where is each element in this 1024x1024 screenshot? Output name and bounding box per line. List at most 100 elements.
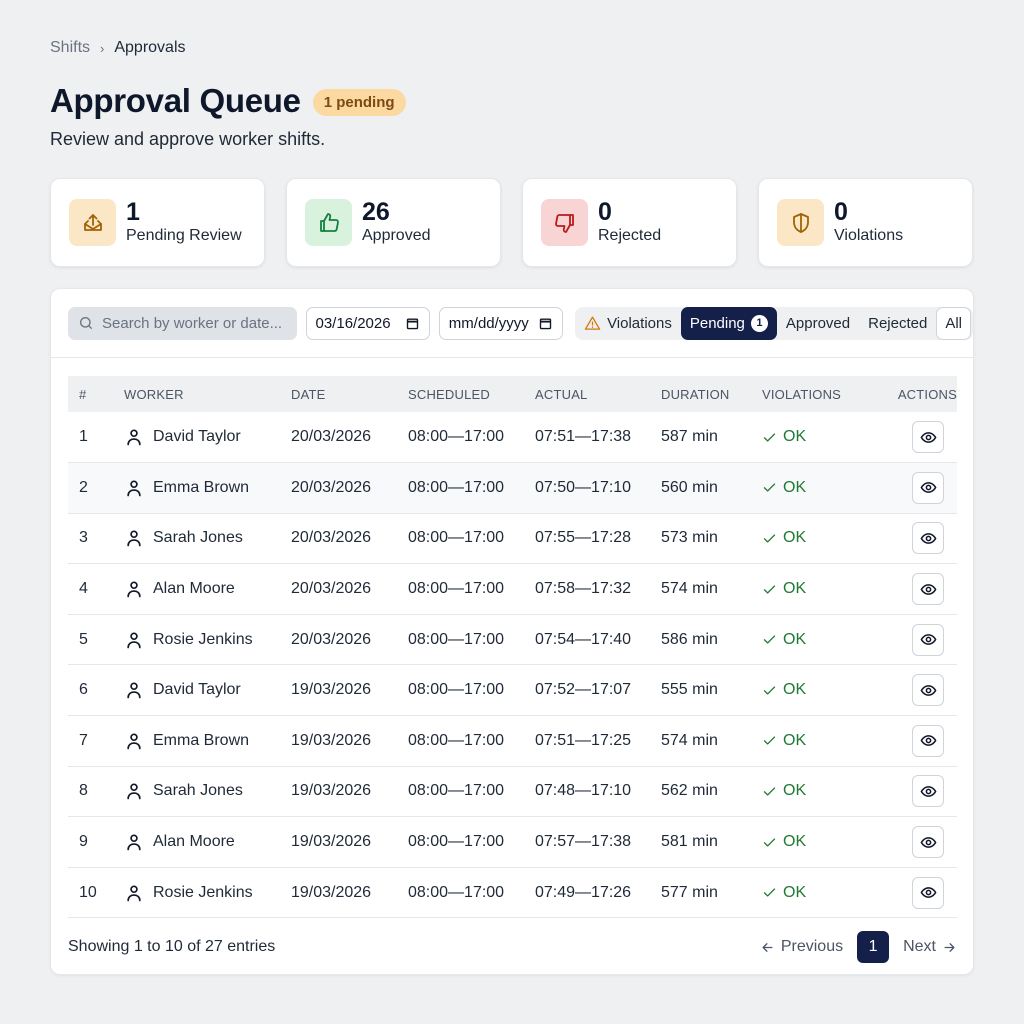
eye-icon — [920, 583, 936, 595]
col-worker[interactable]: WORKER — [124, 386, 184, 402]
scheduled-time: 08:00—17:00 — [408, 614, 535, 666]
view-shift-button[interactable] — [912, 826, 944, 859]
table-header-row: # WORKER DATE SCHEDULED ACTUAL DURATION … — [68, 376, 957, 412]
page-title: Approval Queue — [50, 82, 301, 119]
duration: 560 min — [661, 462, 762, 514]
filter-rejected-label: Rejected — [868, 314, 928, 332]
violation-status: OK — [762, 884, 872, 902]
view-shift-button[interactable] — [912, 522, 944, 555]
col-scheduled: SCHEDULED — [408, 386, 490, 402]
status-filter-group: Violations Pending 1 Approved Rejected A… — [575, 306, 973, 340]
previous-label: Previous — [780, 938, 844, 955]
violation-status-label: OK — [783, 833, 807, 851]
row-number: 9 — [68, 816, 124, 868]
violation-status: OK — [762, 529, 872, 547]
table-row: 4 Alan Moore 20/03/2026 08:00—17:00 07:5… — [68, 563, 957, 615]
check-icon — [763, 584, 776, 594]
view-shift-button[interactable] — [912, 724, 944, 757]
actual-time: 07:52—17:07 — [535, 664, 661, 717]
view-shift-button[interactable] — [912, 421, 944, 454]
col-actual: ACTUAL — [535, 386, 588, 402]
col-date[interactable]: DATE — [291, 386, 326, 402]
actual-time: 07:51—17:25 — [535, 715, 661, 767]
eye-icon — [920, 786, 936, 797]
row-number: 2 — [68, 462, 124, 514]
search-icon — [80, 317, 92, 329]
worker-name: Alan Moore — [153, 833, 235, 851]
pending-count-badge: 1 — [750, 314, 768, 332]
table-row: 2 Emma Brown 20/03/2026 08:00—17:00 07:5… — [68, 462, 957, 514]
worker-cell: Rosie Jenkins — [124, 883, 291, 903]
filter-approved[interactable]: Approved — [777, 307, 859, 340]
col-actions: ACTIONS — [897, 386, 957, 402]
violation-status: OK — [762, 681, 872, 699]
user-icon — [127, 530, 141, 547]
page-1-button[interactable]: 1 — [857, 931, 890, 963]
calendar-icon[interactable] — [405, 316, 420, 331]
row-number: 7 — [68, 715, 124, 767]
filter-violations[interactable]: Violations — [575, 307, 681, 340]
view-shift-button[interactable] — [912, 775, 944, 808]
row-number: 6 — [68, 664, 124, 717]
date-from-value: 03/16/2026 — [315, 314, 391, 332]
scheduled-time: 08:00—17:00 — [408, 412, 535, 464]
row-number: 1 — [68, 412, 124, 464]
shift-date: 19/03/2026 — [291, 766, 408, 818]
filter-pending[interactable]: Pending 1 — [680, 306, 777, 340]
row-number: 5 — [68, 614, 124, 666]
stat-card-approved: 26 Approved — [286, 178, 501, 267]
view-shift-button[interactable] — [912, 573, 944, 606]
date-to-field[interactable]: mm/dd/yyyy — [438, 306, 564, 340]
violation-status-label: OK — [783, 630, 807, 648]
violation-status-label: OK — [783, 782, 807, 800]
calendar-icon[interactable] — [538, 316, 553, 331]
filter-toolbar: 03/16/2026 mm/dd/yyyy Violations Pending… — [51, 289, 973, 358]
previous-page-button[interactable]: Previous — [760, 938, 843, 956]
entries-info: Showing 1 to 10 of 27 entries — [68, 938, 276, 955]
next-page-button[interactable]: Next — [903, 938, 957, 956]
table-row: 9 Alan Moore 19/03/2026 08:00—17:00 07:5… — [68, 816, 957, 868]
filter-rejected[interactable]: Rejected — [859, 307, 936, 340]
search-input[interactable] — [102, 314, 292, 332]
view-shift-button[interactable] — [912, 623, 944, 656]
filter-all[interactable]: All — [936, 306, 971, 340]
eye-icon — [920, 431, 936, 443]
shift-date: 20/03/2026 — [291, 513, 408, 565]
pagination: Previous 1 Next — [760, 931, 957, 963]
user-icon — [127, 429, 141, 446]
worker-cell: Sarah Jones — [124, 781, 291, 801]
duration: 574 min — [661, 715, 762, 767]
scheduled-time: 08:00—17:00 — [408, 715, 535, 767]
duration: 587 min — [661, 412, 762, 464]
stat-card-pending: 1 Pending Review — [50, 178, 265, 267]
row-number: 10 — [68, 867, 124, 919]
violation-status-label: OK — [783, 478, 807, 496]
row-number: 8 — [68, 766, 124, 818]
worker-name: David Taylor — [153, 681, 241, 699]
table-row: 5 Rosie Jenkins 20/03/2026 08:00—17:00 0… — [68, 614, 957, 666]
stats-row: 1 Pending Review 26 Approved 0 Rejected — [50, 178, 973, 267]
view-shift-button[interactable] — [912, 471, 944, 504]
check-icon — [763, 736, 776, 745]
worker-name: David Taylor — [153, 428, 241, 446]
view-shift-button[interactable] — [912, 674, 944, 707]
actual-time: 07:54—17:40 — [535, 614, 661, 666]
table-row: 10 Rosie Jenkins 19/03/2026 08:00—17:00 … — [68, 867, 957, 919]
worker-name: Rosie Jenkins — [153, 883, 253, 901]
date-from-field[interactable]: 03/16/2026 — [305, 306, 430, 340]
actual-time: 07:57—17:38 — [535, 816, 661, 868]
duration: 581 min — [661, 816, 762, 868]
violation-status: OK — [762, 479, 872, 497]
violation-status-label: OK — [783, 529, 807, 547]
arrow-right-icon — [944, 942, 955, 952]
shifts-table-container: # WORKER DATE SCHEDULED ACTUAL DURATION … — [68, 376, 957, 919]
stat-label: Approved — [362, 226, 431, 244]
view-shift-button[interactable] — [912, 876, 944, 909]
check-icon — [763, 635, 776, 644]
worker-cell: David Taylor — [124, 427, 291, 447]
user-icon — [127, 783, 141, 800]
scheduled-time: 08:00—17:00 — [408, 664, 535, 717]
worker-cell: David Taylor — [124, 680, 291, 700]
search-box[interactable] — [68, 306, 297, 340]
breadcrumb-shifts-link[interactable]: Shifts — [50, 39, 91, 56]
